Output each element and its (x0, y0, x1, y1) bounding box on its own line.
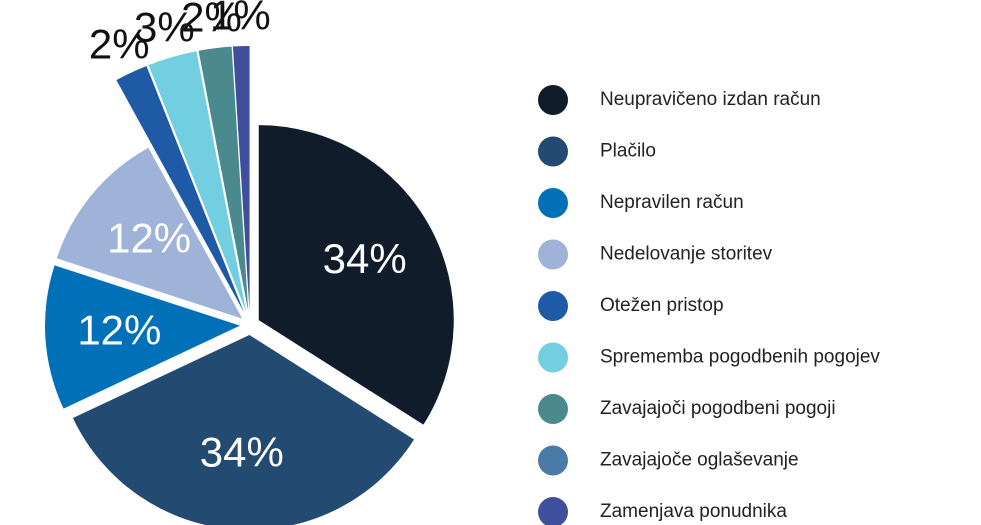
legend-swatch (538, 239, 568, 270)
legend-label: Zamenjava ponudnika (600, 501, 787, 522)
pie-slice (56, 147, 243, 319)
value-label: 34% (200, 429, 284, 476)
value-label: 12% (77, 306, 161, 353)
pie-slice (148, 51, 247, 312)
legend-swatch (538, 291, 568, 321)
pie-slice (258, 125, 454, 425)
legend-label: Zavajajoči pogodbeni pogoji (600, 398, 836, 419)
pie-slice (116, 65, 245, 313)
legend-swatch (538, 497, 568, 525)
pie-slice (45, 265, 241, 409)
legend-label: Sprememba pogodbenih pogojev (600, 347, 880, 368)
value-label: 1% (210, 0, 271, 38)
legend-label: Zavajajoče oglaševanje (600, 450, 799, 471)
pie-slice (198, 46, 249, 312)
value-label: 12% (107, 215, 191, 262)
legend-swatch (538, 188, 568, 218)
legend-swatch (538, 445, 568, 476)
legend-label: Plačilo (600, 141, 656, 162)
legend-swatch (538, 342, 568, 373)
legend-label: Nedelovanje storitev (600, 244, 773, 265)
legend-swatch (538, 85, 568, 115)
value-label: 3% (134, 3, 195, 50)
value-label: 2% (181, 0, 242, 41)
legend-swatch (538, 394, 568, 424)
value-label: 2% (89, 20, 150, 67)
pie-slice (232, 46, 250, 312)
value-label: 34% (323, 235, 407, 282)
legend-label: Neupravičeno izdan račun (600, 89, 821, 110)
pie-slice (72, 334, 415, 525)
legend-label: Nepravilen račun (600, 192, 744, 213)
legend-label: Otežen pristop (600, 295, 724, 316)
legend-swatch (538, 136, 568, 167)
